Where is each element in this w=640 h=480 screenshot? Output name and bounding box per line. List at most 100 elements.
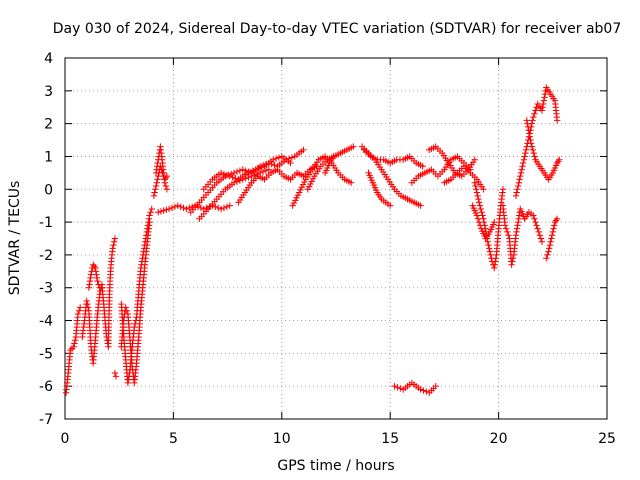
data-point	[478, 209, 485, 216]
data-point	[538, 238, 546, 245]
data-point	[203, 204, 210, 212]
y-tick-label: -5	[39, 346, 53, 362]
data-point	[475, 195, 482, 203]
data-point	[150, 192, 158, 200]
data-point	[480, 215, 487, 223]
data-point	[492, 254, 500, 262]
data-point	[152, 186, 159, 193]
x-tick-label: 20	[490, 431, 508, 447]
data-point	[544, 251, 551, 259]
y-tick-label: 1	[44, 149, 53, 165]
axis-ticks: 0 5 10 15 20 25 -7 -6 -5 -4 -3 -2 -1 0 1 2 3 4	[39, 51, 616, 447]
x-tick-label: 25	[598, 431, 616, 447]
data-point	[162, 182, 170, 190]
data-point	[252, 166, 259, 173]
data-point	[487, 251, 494, 259]
data-point	[545, 248, 552, 255]
data-point	[188, 203, 196, 210]
data-point	[534, 225, 541, 232]
data-point	[92, 268, 100, 275]
data-point	[350, 143, 357, 150]
data-point	[536, 232, 543, 239]
data-point	[71, 340, 78, 347]
x-tick-label: 5	[169, 431, 178, 447]
data-point	[163, 172, 171, 180]
data-points	[62, 84, 563, 396]
data-point	[160, 207, 167, 214]
data-point	[539, 100, 547, 108]
data-point	[486, 248, 494, 255]
data-point	[420, 387, 427, 394]
y-tick-label: -2	[39, 248, 53, 264]
data-point	[514, 222, 521, 229]
data-point	[484, 238, 491, 245]
data-point	[508, 261, 515, 268]
data-point	[526, 133, 534, 140]
y-tick-label: 2	[44, 117, 53, 133]
data-point	[183, 205, 190, 213]
data-point	[251, 171, 258, 179]
data-point	[157, 163, 164, 170]
data-point	[539, 104, 546, 111]
data-point	[262, 167, 270, 174]
y-axis-label: SDTVAR / TECUs	[7, 181, 23, 296]
data-point	[122, 304, 129, 311]
data-point	[423, 388, 430, 395]
data-point	[71, 337, 79, 344]
data-point	[491, 264, 498, 272]
data-point	[524, 123, 532, 131]
data-point	[236, 177, 244, 184]
data-point	[509, 258, 516, 265]
y-tick-label: -7	[39, 412, 53, 428]
data-point	[417, 202, 424, 209]
data-point	[93, 271, 100, 278]
data-point	[473, 212, 481, 219]
data-point	[476, 202, 484, 209]
data-point	[553, 117, 561, 124]
data-point	[110, 241, 117, 249]
data-point	[148, 205, 155, 213]
data-point	[548, 235, 555, 242]
data-point	[75, 307, 83, 314]
data-point	[239, 166, 246, 173]
data-point	[530, 113, 537, 121]
data-point	[168, 204, 176, 212]
data-point	[515, 179, 523, 186]
data-point	[157, 208, 165, 215]
data-point	[538, 107, 546, 114]
y-tick-label: 0	[44, 182, 53, 198]
data-point	[513, 228, 520, 236]
data-point	[480, 186, 487, 193]
data-point	[474, 215, 482, 223]
data-point	[530, 149, 537, 157]
data-point	[517, 169, 525, 177]
data-point	[112, 373, 120, 380]
data-point	[180, 204, 187, 212]
data-point	[153, 179, 160, 186]
data-point	[85, 284, 93, 291]
data-point	[491, 261, 499, 268]
data-point	[246, 168, 254, 175]
data-point	[233, 168, 241, 175]
data-point	[111, 235, 119, 242]
data-point	[154, 176, 161, 183]
data-point	[477, 205, 485, 213]
x-tick-label: 0	[61, 431, 70, 447]
data-point	[473, 189, 481, 196]
data-point	[249, 167, 257, 174]
data-point	[532, 218, 539, 226]
data-point	[545, 245, 553, 252]
data-point	[512, 192, 520, 200]
data-point	[229, 174, 236, 181]
data-point	[472, 182, 479, 190]
data-point	[551, 222, 558, 229]
data-point	[146, 218, 153, 226]
data-point	[269, 156, 277, 163]
data-point	[523, 117, 530, 124]
data-point	[533, 222, 540, 229]
data-point	[471, 179, 478, 186]
data-point	[531, 153, 538, 160]
data-point	[110, 238, 118, 245]
data-point	[472, 186, 480, 193]
data-point	[92, 264, 99, 272]
